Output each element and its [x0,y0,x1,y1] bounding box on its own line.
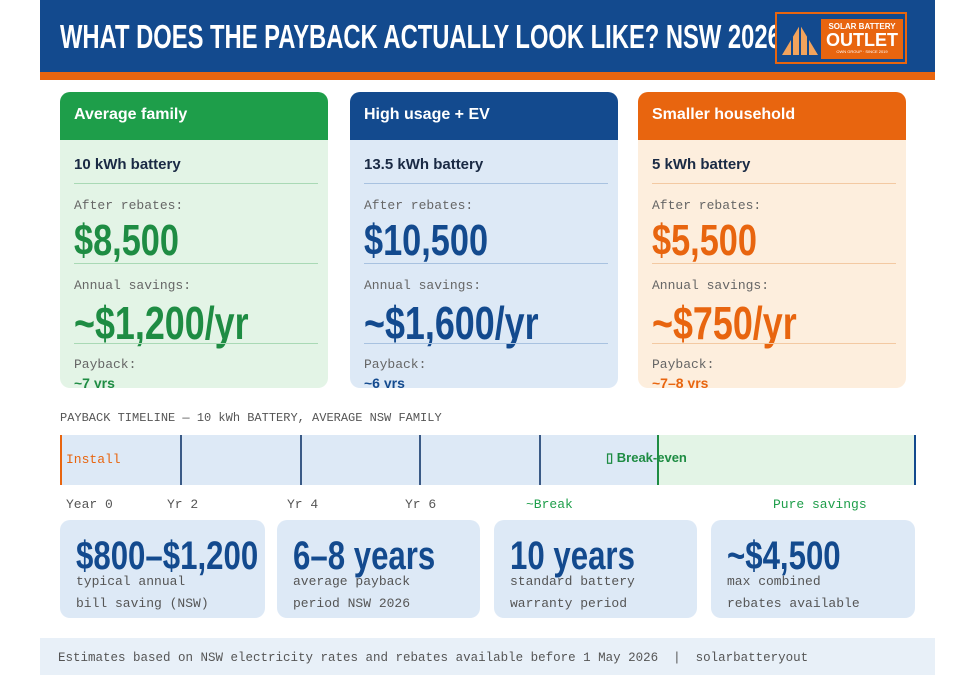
card-title: Average family [60,92,328,140]
stat-box: $800–$1,200 typical annual bill saving (NS… [60,520,265,618]
after-value: $8,500 [74,216,179,265]
stat-line: bill saving (NSW) [76,596,209,611]
divider [652,343,896,344]
stat-line: rebates available [727,596,860,611]
card-title: High usage + EV [350,92,618,140]
tick-line [539,435,541,485]
timeline-label: Yr 4 [287,497,319,512]
battery: 13.5 kWh battery [364,156,484,173]
after-label: After rebates: [652,198,762,213]
divider [652,183,896,184]
stat-line: average payback [293,574,411,589]
divider [364,263,608,264]
savings-value: ~$750/yr [652,297,797,349]
stat-line: period NSW 2026 [293,596,411,611]
battery: 5 kWh battery [652,156,751,173]
timeline-label: Pure savings [773,497,867,512]
savings-label: Annual savings: [652,278,770,293]
tick-line [914,435,916,485]
stat-value: 10 years [510,534,635,578]
savings-value: ~$1,600/yr [364,297,539,349]
logo-badge: SOLAR BATTERY OUTLET OWN GROUP · SINCE 2… [821,19,903,59]
payback-label: Payback: [74,357,137,372]
logo-line2: OUTLET [826,30,898,50]
savings-label: Annual savings: [364,278,482,293]
payback-value: ~7–8 yrs [652,375,709,388]
logo-tagline: OWN GROUP · SINCE 2019 [836,49,888,54]
timeline-label: Year 0 [66,497,113,512]
stat-value: 6–8 years [293,534,436,578]
break-even-label: ▯ Break-even [606,450,687,465]
after-label: After rebates: [74,198,184,213]
stat-value: $800–$1,200 [76,534,259,578]
stat-box: ~$4,500 max combined rebates available [711,520,915,618]
timeline-label: ~Break [526,497,573,512]
after-label: After rebates: [364,198,474,213]
stat-box: 6–8 years average payback period NSW 2026 [277,520,480,618]
card: Average family 10 kWh battery After rebate… [60,92,328,388]
divider [74,183,318,184]
break-line [657,435,659,485]
stat-line: typical annual [76,574,186,589]
tick-line [60,435,62,485]
savings-zone [658,435,916,485]
timeline-label: Yr 6 [405,497,437,512]
tick-line [300,435,302,485]
divider [364,343,608,344]
card: High usage + EV 13.5 kWh battery After reb… [350,92,618,388]
footer-text: Estimates based on NSW electricity rates… [58,651,809,665]
stat-box: 10 years standard battery warranty period [494,520,697,618]
install-label: Install [66,452,121,467]
divider [652,263,896,264]
divider [364,183,608,184]
logo-line1: SOLAR BATTERY [828,22,896,31]
payback-value: ~7 yrs [74,375,115,388]
divider [74,263,318,264]
payback-label: Payback: [652,357,715,372]
logo: SOLAR BATTERY OUTLET OWN GROUP · SINCE 2… [775,12,907,64]
savings-label: Annual savings: [74,278,192,293]
stat-line: standard battery [510,574,635,589]
card-title: Smaller household [638,92,906,140]
payback-value: ~6 yrs [364,375,405,388]
timeline-title: PAYBACK TIMELINE — 10 kWh BATTERY, AVERA… [60,411,442,425]
after-value: $5,500 [652,216,757,265]
savings-value: ~$1,200/yr [74,297,249,349]
divider [74,343,318,344]
timeline-label: Yr 2 [167,497,199,512]
after-value: $10,500 [364,216,489,265]
logo-icon [782,25,818,55]
battery: 10 kWh battery [74,156,181,173]
tick-line [419,435,421,485]
card: Smaller household 5 kWh battery After reba… [638,92,906,388]
payback-label: Payback: [364,357,427,372]
stat-line: warranty period [510,596,628,611]
header-stripe [40,72,935,80]
stat-line: max combined [727,574,821,589]
title: WHAT DOES THE PAYBACK ACTUALLY LOOK LIKE… [60,18,781,55]
footer: Estimates based on NSW electricity rates… [40,638,935,675]
stat-value: ~$4,500 [727,534,841,578]
tick-line [180,435,182,485]
